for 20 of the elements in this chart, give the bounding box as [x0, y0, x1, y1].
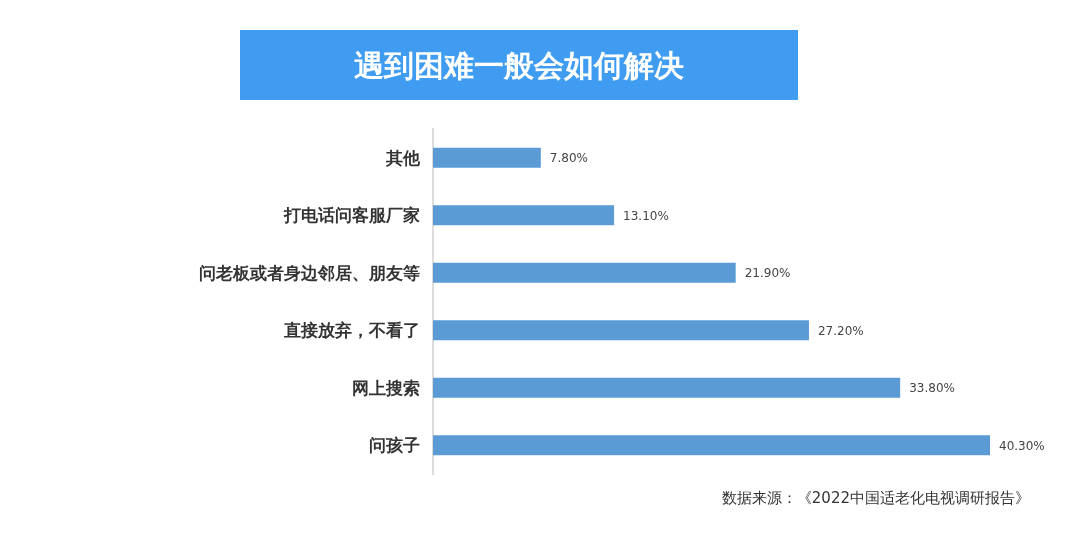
source-note: 数据来源：《2022中国适老化电视调研报告》	[721, 489, 1030, 507]
data-label: 40.30%	[999, 438, 1045, 453]
bar	[433, 377, 901, 398]
chart-title: 遇到困难一般会如何解决	[354, 48, 684, 83]
data-label: 33.80%	[909, 381, 955, 396]
y-tick-label: 打电话问客服厂家	[283, 205, 420, 226]
y-tick-label: 网上搜索	[352, 377, 420, 398]
data-label: 21.90%	[744, 266, 791, 281]
data-label: 27.20%	[817, 323, 864, 338]
bar	[433, 205, 615, 226]
bar	[433, 435, 990, 456]
bar	[433, 320, 809, 341]
y-tick-label: 问孩子	[369, 435, 420, 456]
bar	[433, 147, 541, 168]
y-tick-label: 问老板或者身边邻居、朋友等	[199, 262, 420, 283]
data-label: 13.10%	[623, 208, 669, 223]
data-label: 7.80%	[549, 151, 588, 166]
bar	[433, 262, 736, 283]
y-tick-label: 其他	[385, 147, 421, 168]
y-tick-label: 直接放弃，不看了	[283, 320, 420, 341]
